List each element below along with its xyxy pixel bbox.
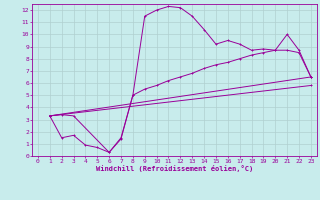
X-axis label: Windchill (Refroidissement éolien,°C): Windchill (Refroidissement éolien,°C) [96,165,253,172]
